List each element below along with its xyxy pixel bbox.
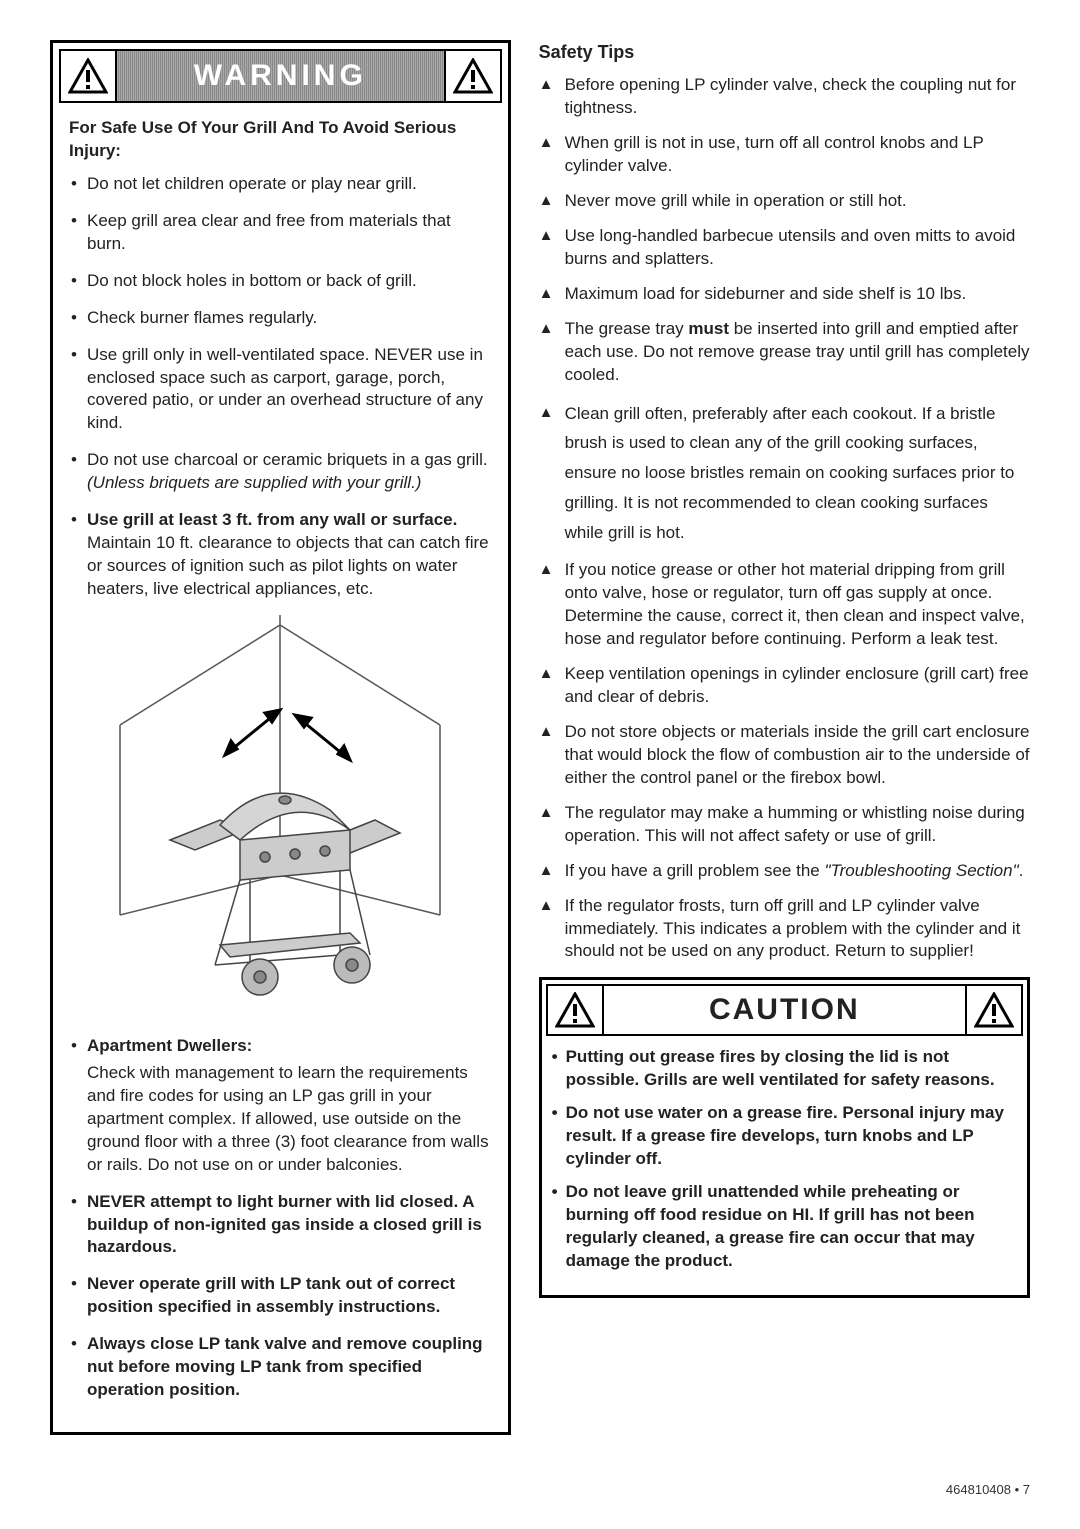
- bullet-item: Keep grill area clear and free from mate…: [69, 210, 492, 256]
- caution-title: CAUTION: [604, 986, 965, 1034]
- tip-item: Use long-handled barbecue utensils and o…: [539, 225, 1030, 271]
- page-footer: 464810408 • 7: [50, 1481, 1030, 1499]
- bullet-item: Use grill only in well-ventilated space.…: [69, 344, 492, 436]
- caution-item: Do not use water on a grease fire. Perso…: [552, 1102, 1017, 1171]
- tip-item: Clean grill often, preferably after each…: [539, 399, 1030, 548]
- bullet-item: Always close LP tank valve and remove co…: [69, 1333, 492, 1402]
- tip-item: If you notice grease or other hot materi…: [539, 559, 1030, 651]
- page-columns: WARNING For Safe Use Of Your Grill And T…: [50, 40, 1030, 1441]
- caution-header: CAUTION: [546, 984, 1023, 1036]
- tip-item: If the regulator frosts, turn off grill …: [539, 895, 1030, 964]
- grill-illustration: [69, 615, 492, 1005]
- tip-item: When grill is not in use, turn off all c…: [539, 132, 1030, 178]
- safety-tips-list: Before opening LP cylinder valve, check …: [539, 74, 1030, 963]
- bullet-item: Do not use charcoal or ceramic briquets …: [69, 449, 492, 495]
- tip-item: Do not store objects or materials inside…: [539, 721, 1030, 790]
- caution-body: Putting out grease fires by closing the …: [546, 1042, 1023, 1290]
- bullet-item: Check burner flames regularly.: [69, 307, 492, 330]
- tip-item: Keep ventilation openings in cylinder en…: [539, 663, 1030, 709]
- tip-item: The grease tray must be inserted into gr…: [539, 318, 1030, 387]
- warning-subtitle: For Safe Use Of Your Grill And To Avoid …: [69, 117, 492, 163]
- tip-item: If you have a grill problem see the "Tro…: [539, 860, 1030, 883]
- warning-header: WARNING: [59, 49, 502, 103]
- tip-item: Before opening LP cylinder valve, check …: [539, 74, 1030, 120]
- warning-bullets-2: Apartment Dwellers: Check with managemen…: [69, 1035, 492, 1402]
- alert-icon-right: [444, 51, 500, 101]
- bullet-item: NEVER attempt to light burner with lid c…: [69, 1191, 492, 1260]
- tip-item: Never move grill while in operation or s…: [539, 190, 1030, 213]
- caution-box: CAUTION Putting out grease fires by clos…: [539, 977, 1030, 1297]
- caution-list: Putting out grease fires by closing the …: [552, 1046, 1017, 1272]
- bullet-item: Do not block holes in bottom or back of …: [69, 270, 492, 293]
- bullet-item: Never operate grill with LP tank out of …: [69, 1273, 492, 1319]
- warning-body: For Safe Use Of Your Grill And To Avoid …: [59, 117, 502, 1426]
- alert-icon-left: [61, 51, 117, 101]
- bullet-item: Use grill at least 3 ft. from any wall o…: [69, 509, 492, 601]
- tip-item: Maximum load for sideburner and side she…: [539, 283, 1030, 306]
- warning-box: WARNING For Safe Use Of Your Grill And T…: [50, 40, 511, 1435]
- bullet-item: Apartment Dwellers: Check with managemen…: [69, 1035, 492, 1177]
- caution-item: Putting out grease fires by closing the …: [552, 1046, 1017, 1092]
- bullet-item: Do not let children operate or play near…: [69, 173, 492, 196]
- alert-icon-left: [548, 986, 604, 1034]
- warning-title: WARNING: [117, 51, 444, 101]
- safety-tips-title: Safety Tips: [539, 40, 1030, 64]
- tip-item: The regulator may make a humming or whis…: [539, 802, 1030, 848]
- left-column: WARNING For Safe Use Of Your Grill And T…: [50, 40, 511, 1441]
- right-column: Safety Tips Before opening LP cylinder v…: [539, 40, 1030, 1441]
- alert-icon-right: [965, 986, 1021, 1034]
- warning-bullets: Do not let children operate or play near…: [69, 173, 492, 601]
- caution-item: Do not leave grill unattended while preh…: [552, 1181, 1017, 1273]
